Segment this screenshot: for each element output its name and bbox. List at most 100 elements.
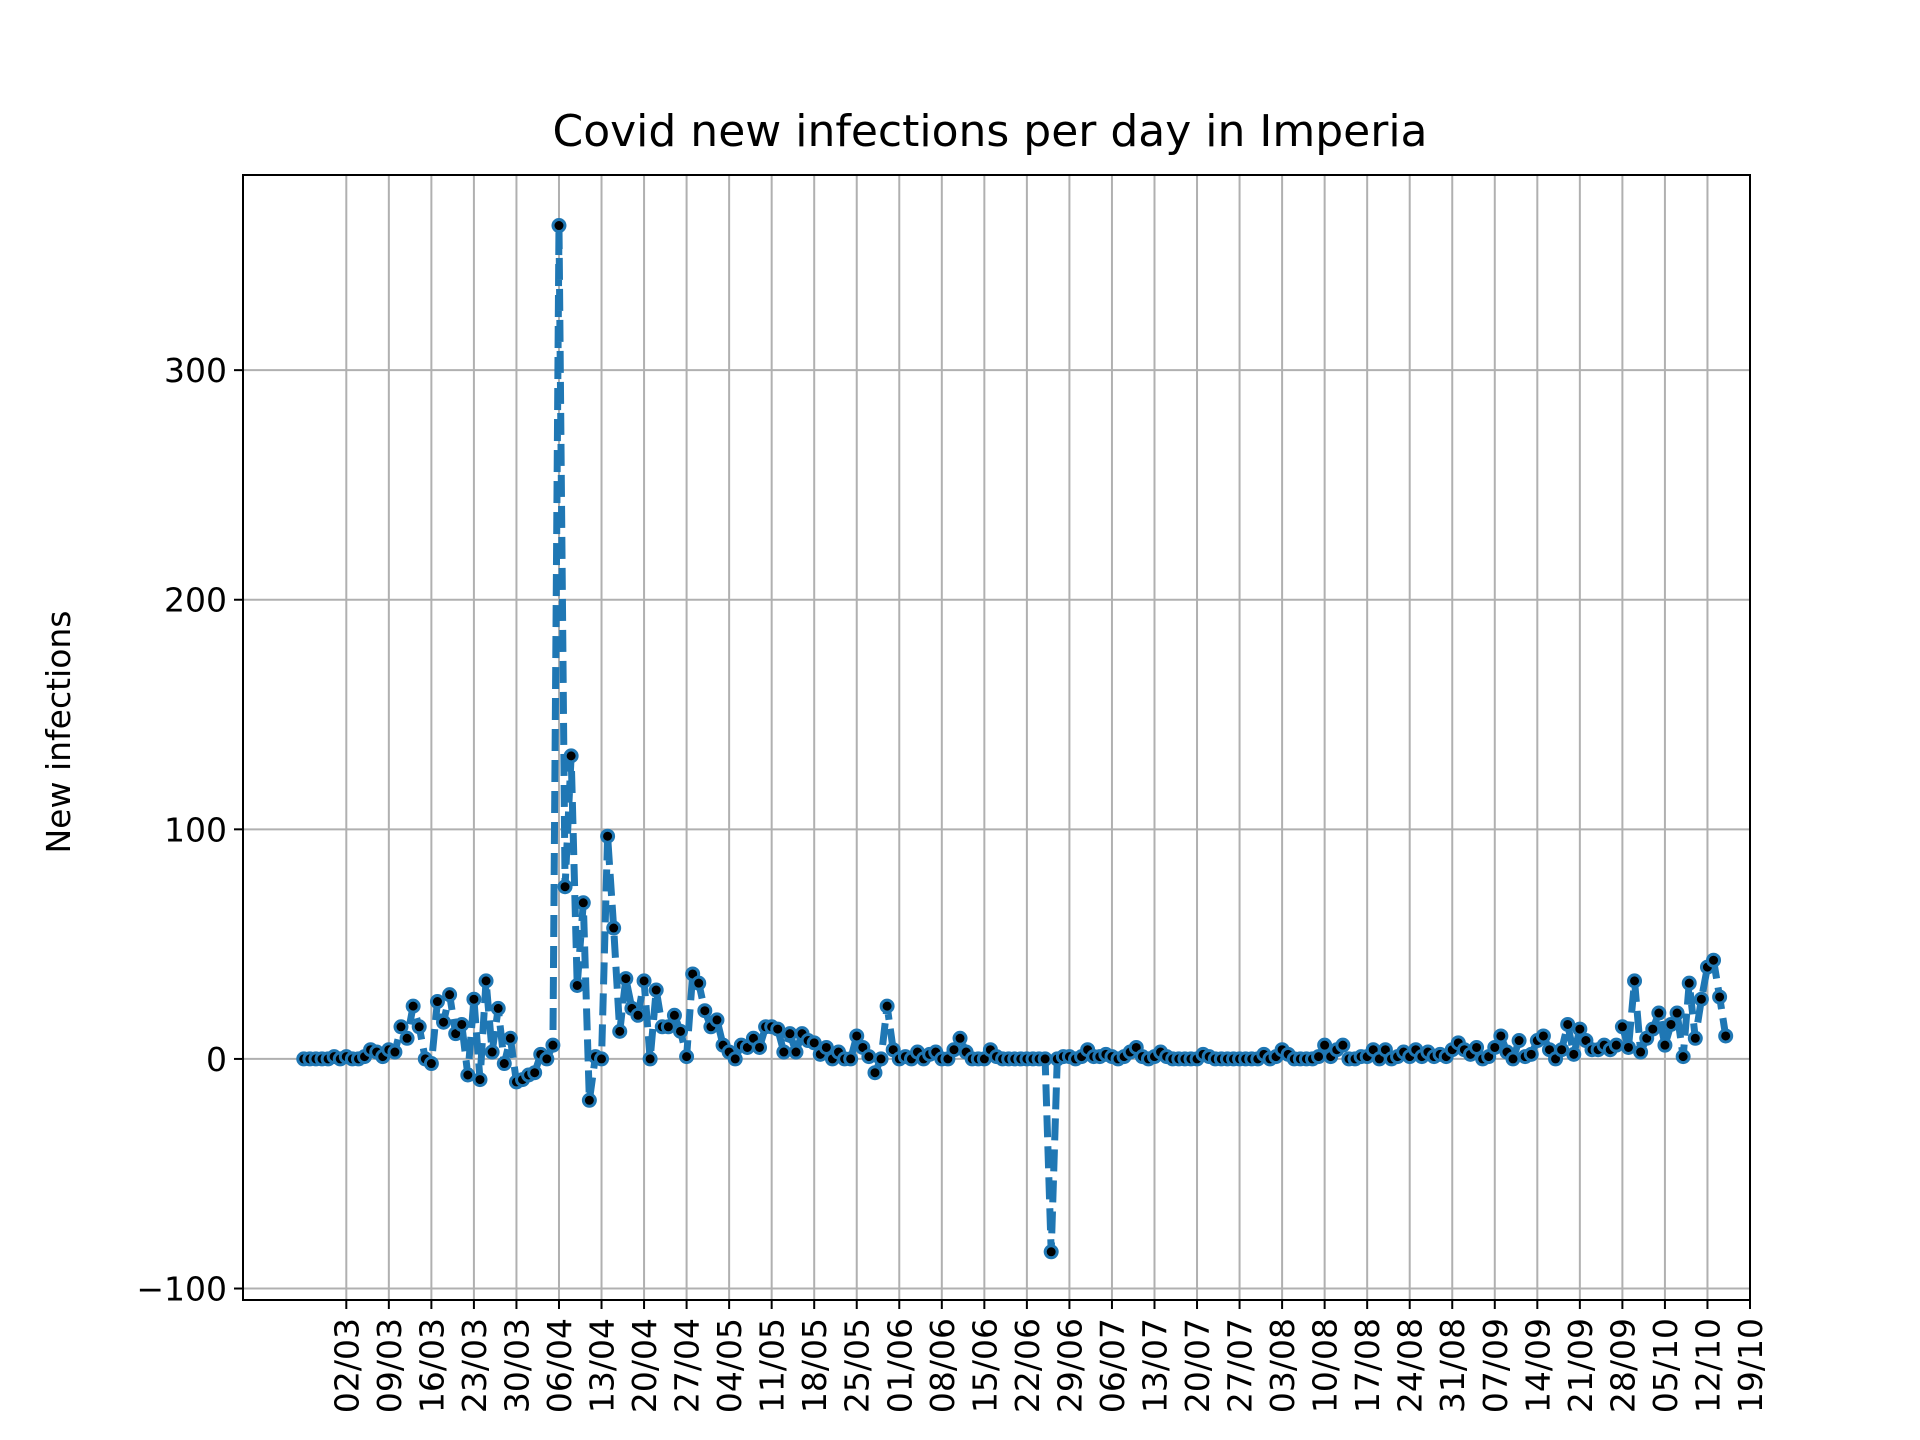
- x-tick-label: 28/09: [1603, 1318, 1642, 1413]
- data-point: [1645, 1021, 1661, 1037]
- data-point: [484, 1044, 500, 1060]
- data-point: [666, 1007, 682, 1023]
- x-tick-label: 05/10: [1646, 1318, 1685, 1413]
- data-point: [843, 1051, 859, 1067]
- x-tick-label: 15/06: [965, 1318, 1004, 1413]
- data-point: [1706, 952, 1722, 968]
- data-point: [472, 1072, 488, 1088]
- y-tick-label: −100: [136, 1270, 227, 1309]
- chart-title: Covid new infections per day in Imperia: [552, 106, 1427, 157]
- data-point: [636, 973, 652, 989]
- data-point: [727, 1051, 743, 1067]
- data-point: [691, 975, 707, 991]
- data-point: [557, 879, 573, 895]
- data-point: [709, 1012, 725, 1028]
- data-point: [478, 973, 494, 989]
- y-tick-label: 300: [164, 351, 227, 390]
- data-point: [1335, 1037, 1351, 1053]
- data-point: [1663, 1016, 1679, 1032]
- data-point: [1560, 1016, 1576, 1032]
- data-point: [466, 991, 482, 1007]
- x-tick-label: 06/04: [540, 1318, 579, 1413]
- data-point: [618, 971, 634, 987]
- x-tick-label: 08/06: [923, 1318, 962, 1413]
- data-point: [1572, 1021, 1588, 1037]
- x-tick-label: 27/07: [1221, 1318, 1260, 1413]
- data-point: [1651, 1005, 1667, 1021]
- data-point: [788, 1044, 804, 1060]
- data-point: [600, 828, 616, 844]
- data-point: [429, 994, 445, 1010]
- data-point: [1535, 1028, 1551, 1044]
- data-point: [1675, 1049, 1691, 1065]
- data-point: [454, 1016, 470, 1032]
- data-point: [1633, 1044, 1649, 1060]
- data-point: [1681, 975, 1697, 991]
- x-axis: 02/03 09/03 16/03 23/03 30/03 06/04 13/04 20/04…: [327, 1300, 1770, 1413]
- x-tick-label: 06/07: [1093, 1318, 1132, 1413]
- data-point: [806, 1035, 822, 1051]
- data-point: [1487, 1039, 1503, 1055]
- x-tick-label: 30/03: [497, 1318, 536, 1413]
- x-tick-label: 27/04: [668, 1318, 707, 1413]
- x-tick-label: 16/03: [412, 1318, 451, 1413]
- y-tick-label: 0: [206, 1040, 227, 1079]
- x-tick-label: 24/08: [1391, 1318, 1430, 1413]
- x-tick-label: 23/03: [455, 1318, 494, 1413]
- x-tick-label: 20/07: [1178, 1318, 1217, 1413]
- data-point: [411, 1019, 427, 1035]
- x-tick-label: 14/09: [1518, 1318, 1557, 1413]
- data-point: [606, 920, 622, 936]
- data-point: [660, 1019, 676, 1035]
- x-tick-label: 29/06: [1050, 1318, 1089, 1413]
- y-tick-label: 100: [164, 810, 227, 849]
- data-point: [1627, 973, 1643, 989]
- data-point: [1687, 1030, 1703, 1046]
- data-point: [1043, 1244, 1059, 1260]
- data-point: [1317, 1037, 1333, 1053]
- data-point: [873, 1051, 889, 1067]
- data-point: [752, 1039, 768, 1055]
- x-tick-label: 13/07: [1135, 1318, 1174, 1413]
- y-tick-label: 200: [164, 581, 227, 620]
- data-point: [387, 1044, 403, 1060]
- x-tick-label: 20/04: [625, 1318, 664, 1413]
- data-point: [1712, 989, 1728, 1005]
- data-point: [849, 1028, 865, 1044]
- x-tick-label: 19/10: [1731, 1318, 1770, 1413]
- x-tick-label: 18/05: [795, 1318, 834, 1413]
- data-point: [442, 987, 458, 1003]
- data-point: [436, 1014, 452, 1030]
- y-axis-label: New infections: [39, 610, 78, 853]
- plot-frame: [242, 174, 1751, 1301]
- data-point: [952, 1030, 968, 1046]
- data-point: [1718, 1028, 1734, 1044]
- x-tick-label: 11/05: [753, 1318, 792, 1413]
- data-point: [673, 1023, 689, 1039]
- x-tick-label: 07/09: [1476, 1318, 1515, 1413]
- data-point: [1523, 1046, 1539, 1062]
- x-tick-label: 17/08: [1348, 1318, 1387, 1413]
- data-point: [460, 1067, 476, 1083]
- data-point: [1614, 1019, 1630, 1035]
- x-tick-label: 22/06: [1008, 1318, 1047, 1413]
- data-point: [490, 1000, 506, 1016]
- data-point: [1669, 1005, 1685, 1021]
- x-tick-label: 13/04: [583, 1318, 622, 1413]
- x-tick-label: 04/05: [710, 1318, 749, 1413]
- data-point: [867, 1065, 883, 1081]
- data-point: [563, 748, 579, 764]
- data-point: [539, 1051, 555, 1067]
- data-point: [527, 1065, 543, 1081]
- data-point: [1493, 1028, 1509, 1044]
- x-tick-label: 02/03: [327, 1318, 366, 1413]
- x-tick-label: 01/06: [880, 1318, 919, 1413]
- data-point: [1311, 1049, 1327, 1065]
- data-point: [569, 977, 585, 993]
- data-point: [1037, 1051, 1053, 1067]
- data-point: [1469, 1039, 1485, 1055]
- data-point: [405, 998, 421, 1014]
- data-point: [1620, 1039, 1636, 1055]
